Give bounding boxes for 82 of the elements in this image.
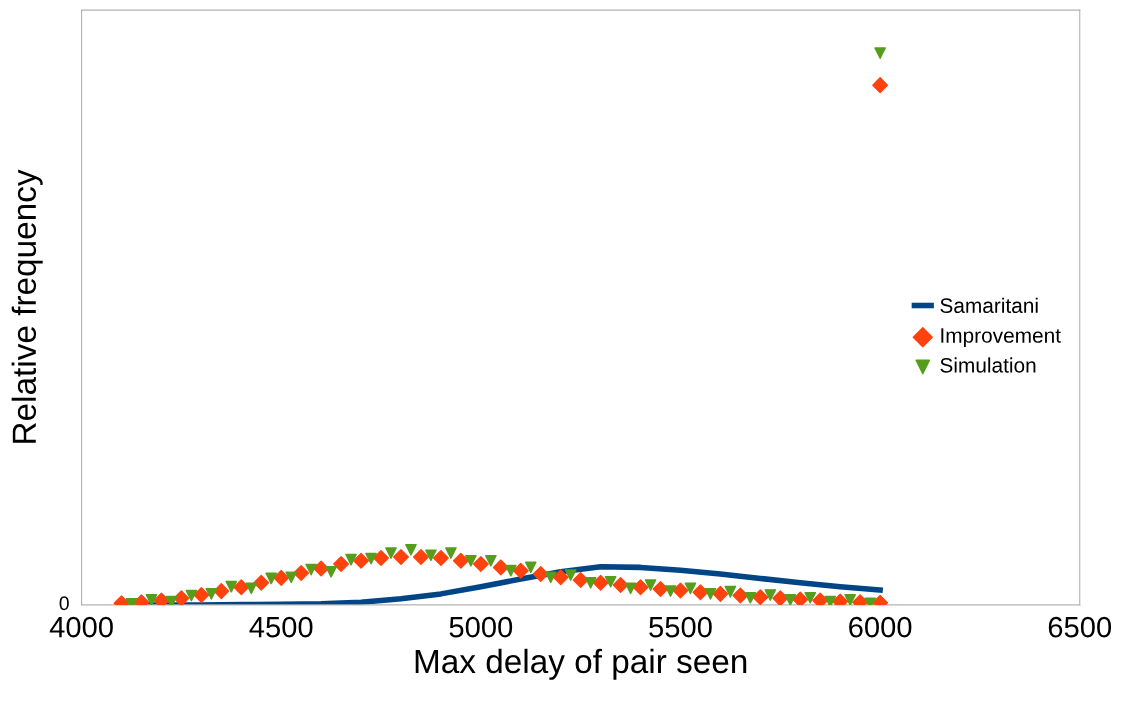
- point: [465, 554, 477, 567]
- point: [664, 585, 677, 597]
- point: [193, 587, 210, 603]
- point: [752, 589, 769, 605]
- point: [804, 591, 817, 604]
- x-tick-label: 4500: [249, 616, 313, 638]
- x-axis-title: Max delay of pair seen: [415, 648, 747, 680]
- point: [153, 592, 170, 605]
- legend-label: Simulation: [940, 357, 1036, 373]
- point: [772, 590, 789, 605]
- point: [253, 574, 270, 591]
- point: [552, 569, 569, 586]
- point: [345, 553, 357, 566]
- point: [572, 572, 589, 589]
- point: [305, 563, 318, 576]
- point: [185, 589, 198, 602]
- point: [393, 548, 409, 565]
- point: [245, 582, 258, 595]
- legend-label: Improvement: [941, 328, 1061, 347]
- point: [784, 594, 797, 605]
- x-tick-label: 5500: [649, 616, 712, 638]
- point: [812, 592, 829, 605]
- point: [644, 579, 657, 591]
- point: [874, 47, 886, 59]
- point: [872, 77, 889, 94]
- point: [724, 585, 737, 598]
- point: [385, 547, 397, 559]
- point: [145, 594, 158, 605]
- point: [405, 543, 417, 556]
- point: [365, 552, 377, 565]
- point: [432, 550, 449, 566]
- point: [524, 561, 537, 574]
- point: [353, 552, 370, 569]
- point: [844, 594, 857, 605]
- point: [173, 590, 190, 605]
- point: [472, 556, 489, 573]
- point: [265, 572, 278, 585]
- point: [373, 550, 390, 566]
- legend-label: Samaritani: [940, 297, 1038, 313]
- y-axis-title: Relative frequency: [11, 169, 43, 443]
- point: [744, 591, 757, 604]
- point: [712, 585, 729, 602]
- point: [532, 566, 549, 582]
- point: [484, 554, 497, 567]
- point: [273, 569, 290, 586]
- point: [652, 580, 669, 597]
- point: [165, 595, 178, 605]
- point: [213, 583, 230, 600]
- point: [544, 571, 557, 584]
- point: [325, 565, 337, 578]
- point: [452, 552, 469, 569]
- point: [205, 588, 218, 600]
- point: [492, 559, 509, 576]
- x-tick-label: 6500: [1048, 616, 1112, 638]
- point: [285, 571, 298, 584]
- point: [293, 564, 310, 581]
- x-tick-label: 4000: [49, 616, 113, 638]
- point: [584, 577, 597, 589]
- point: [425, 549, 437, 562]
- point: [672, 582, 689, 599]
- point: [412, 548, 429, 565]
- point: [504, 564, 517, 577]
- point: [333, 556, 350, 573]
- point: [824, 595, 837, 605]
- point: [692, 584, 709, 601]
- x-tick-label: 6000: [849, 616, 912, 638]
- text: 0: [59, 596, 69, 611]
- point: [732, 587, 749, 604]
- point: [604, 575, 617, 588]
- point: [704, 588, 717, 600]
- point: [512, 562, 529, 579]
- point: [233, 579, 250, 596]
- point: [445, 547, 457, 559]
- point: [632, 579, 649, 596]
- point: [792, 591, 809, 605]
- point: [684, 582, 697, 595]
- point: [564, 569, 577, 581]
- point: [764, 589, 777, 601]
- point: [592, 574, 609, 591]
- point: [624, 582, 637, 595]
- x-tick-label: 5000: [449, 616, 513, 638]
- point: [225, 580, 238, 593]
